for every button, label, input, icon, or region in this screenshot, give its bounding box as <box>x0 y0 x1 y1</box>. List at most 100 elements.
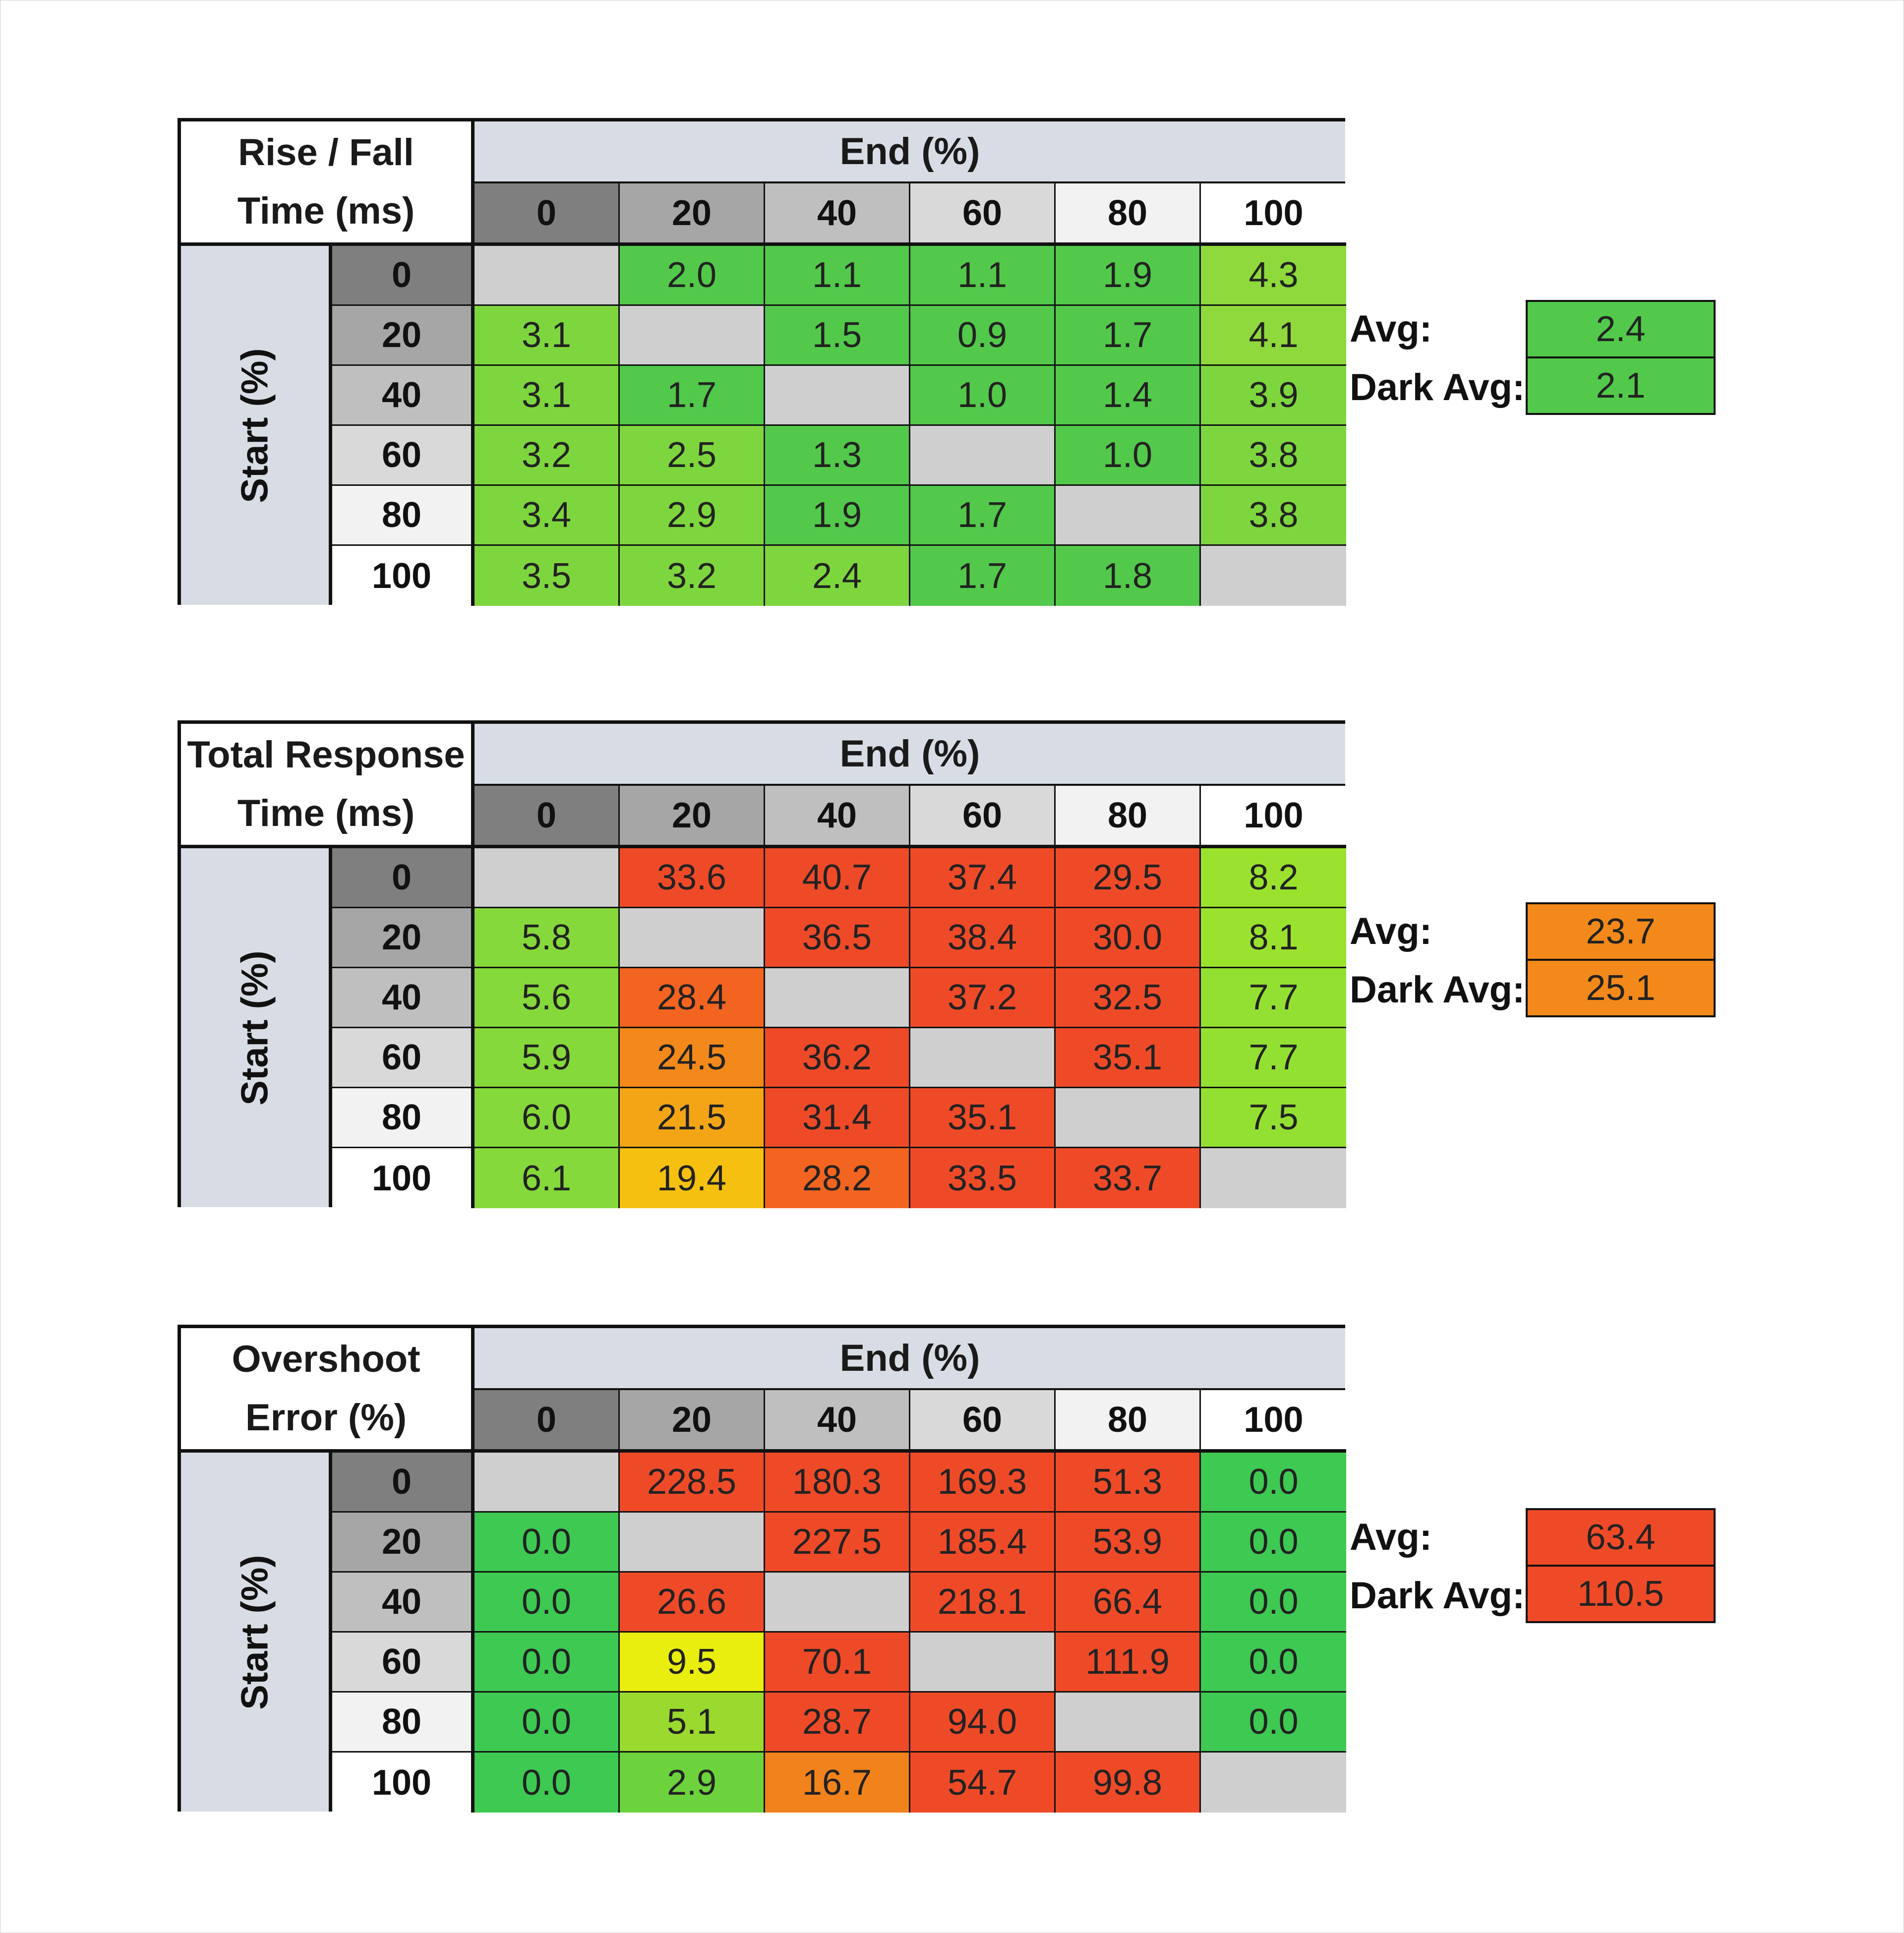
table-title: Rise / Fall Time (ms) <box>181 121 475 246</box>
heatmap-cell <box>765 968 910 1028</box>
row-header: 80 <box>332 1088 475 1148</box>
row-header: 40 <box>332 1573 475 1633</box>
heatmap-cell: 185.4 <box>910 1513 1056 1573</box>
table-title: Overshoot Error (%) <box>181 1328 475 1453</box>
heatmap-cell: 0.9 <box>910 306 1056 366</box>
heatmap-cell: 228.5 <box>620 1453 765 1513</box>
heatmap-cell: 2.9 <box>620 486 765 546</box>
heatmap-cell: 3.5 <box>475 546 620 606</box>
heatmap-cell: 33.7 <box>1056 1148 1201 1208</box>
column-header: 80 <box>1056 786 1201 848</box>
heatmap-cell: 94.0 <box>910 1693 1056 1753</box>
row-header: 60 <box>332 426 475 486</box>
heatmap-cell: 1.7 <box>910 486 1056 546</box>
table-title-line: Error (%) <box>245 1397 407 1439</box>
dark-avg-label: Dark Avg: <box>1350 366 1525 409</box>
heatmap-cell <box>475 1453 620 1513</box>
row-header: 100 <box>332 1753 475 1813</box>
avg-label: Avg: <box>1350 307 1432 350</box>
heatmap-cell: 35.1 <box>910 1088 1056 1148</box>
heatmap-cell: 9.5 <box>620 1633 765 1693</box>
row-header: 20 <box>332 306 475 366</box>
heatmap-cell: 1.4 <box>1056 366 1201 426</box>
heatmap-cell: 37.4 <box>910 848 1056 908</box>
heatmap-cell: 19.4 <box>620 1148 765 1208</box>
row-header: 60 <box>332 1028 475 1088</box>
column-header: 0 <box>475 786 620 848</box>
heatmap-cell: 36.5 <box>765 908 910 968</box>
heatmap-cell: 99.8 <box>1056 1753 1201 1813</box>
heatmap-cell <box>1201 546 1346 606</box>
column-header: 100 <box>1201 786 1346 848</box>
heatmap-cell <box>1056 1088 1201 1148</box>
heatmap-cell: 3.9 <box>1201 366 1346 426</box>
heatmap-cell <box>1056 486 1201 546</box>
heatmap-cell: 8.2 <box>1201 848 1346 908</box>
dark-avg-label: Dark Avg: <box>1350 1574 1525 1617</box>
x-axis-label: End (%) <box>475 724 1345 786</box>
heatmap-cell: 1.7 <box>620 366 765 426</box>
heatmap-cell: 7.7 <box>1201 1028 1346 1088</box>
heatmap-cell: 0.0 <box>1201 1633 1346 1693</box>
heatmap-cell: 38.4 <box>910 908 1056 968</box>
avg-value: 63.4 <box>1526 1508 1716 1567</box>
heatmap-cell: 169.3 <box>910 1453 1056 1513</box>
row-header: 60 <box>332 1633 475 1693</box>
heatmap-cell <box>620 1513 765 1573</box>
heatmap-cell: 1.9 <box>1056 246 1201 306</box>
table-title: Total Response Time (ms) <box>181 724 475 848</box>
column-header: 20 <box>620 183 765 246</box>
heatmap-cell <box>475 848 620 908</box>
heatmap-cell: 218.1 <box>910 1573 1056 1633</box>
heatmap-cell: 70.1 <box>765 1633 910 1693</box>
y-axis-label: Start (%) <box>234 950 276 1106</box>
heatmap-cell <box>620 306 765 366</box>
heatmap-cell <box>475 246 620 306</box>
heatmap-cell <box>910 426 1056 486</box>
heatmap-cell: 4.3 <box>1201 246 1346 306</box>
heatmap-cell: 5.8 <box>475 908 620 968</box>
heatmap-cell: 6.1 <box>475 1148 620 1208</box>
dark-avg-value: 110.5 <box>1526 1565 1716 1623</box>
heatmap-cell: 1.0 <box>910 366 1056 426</box>
heatmap-cell <box>910 1028 1056 1088</box>
column-header: 20 <box>620 786 765 848</box>
heatmap-cell: 0.0 <box>1201 1453 1346 1513</box>
heatmap-cell: 1.7 <box>910 546 1056 606</box>
heatmap-cell: 66.4 <box>1056 1573 1201 1633</box>
heatmap-cell: 0.0 <box>1201 1693 1346 1753</box>
heatmap-cell <box>620 908 765 968</box>
column-header: 60 <box>910 183 1056 246</box>
y-axis-label: Start (%) <box>234 348 276 503</box>
heatmap-cell: 33.6 <box>620 848 765 908</box>
heatmap-cell: 3.8 <box>1201 426 1346 486</box>
x-axis-label: End (%) <box>475 121 1345 183</box>
heatmap-cell: 0.0 <box>475 1513 620 1573</box>
row-header: 40 <box>332 366 475 426</box>
row-header: 80 <box>332 486 475 546</box>
column-header: 40 <box>765 183 910 246</box>
column-header: 40 <box>765 1390 910 1453</box>
y-axis-label: Start (%) <box>234 1554 276 1710</box>
heatmap-cell: 7.5 <box>1201 1088 1346 1148</box>
heatmap-cell: 0.0 <box>475 1633 620 1693</box>
heatmap-cell: 21.5 <box>620 1088 765 1148</box>
heatmap-cell: 32.5 <box>1056 968 1201 1028</box>
avg-value: 23.7 <box>1526 902 1716 961</box>
heatmap-cell: 2.5 <box>620 426 765 486</box>
heatmap-cell: 3.2 <box>620 546 765 606</box>
table-title-line: Time (ms) <box>237 190 415 232</box>
heatmap-cell: 0.0 <box>475 1693 620 1753</box>
heatmap-cell: 51.3 <box>1056 1453 1201 1513</box>
heatmap-cell: 1.9 <box>765 486 910 546</box>
column-header: 0 <box>475 1390 620 1453</box>
row-header: 40 <box>332 968 475 1028</box>
heatmap-cell: 40.7 <box>765 848 910 908</box>
row-header: 100 <box>332 1148 475 1208</box>
heatmap-cell: 36.2 <box>765 1028 910 1088</box>
heatmap-cell: 3.1 <box>475 366 620 426</box>
heatmap-cell: 3.8 <box>1201 486 1346 546</box>
dark-avg-label: Dark Avg: <box>1350 968 1525 1011</box>
heatmap-cell: 4.1 <box>1201 306 1346 366</box>
row-header: 0 <box>332 246 475 306</box>
